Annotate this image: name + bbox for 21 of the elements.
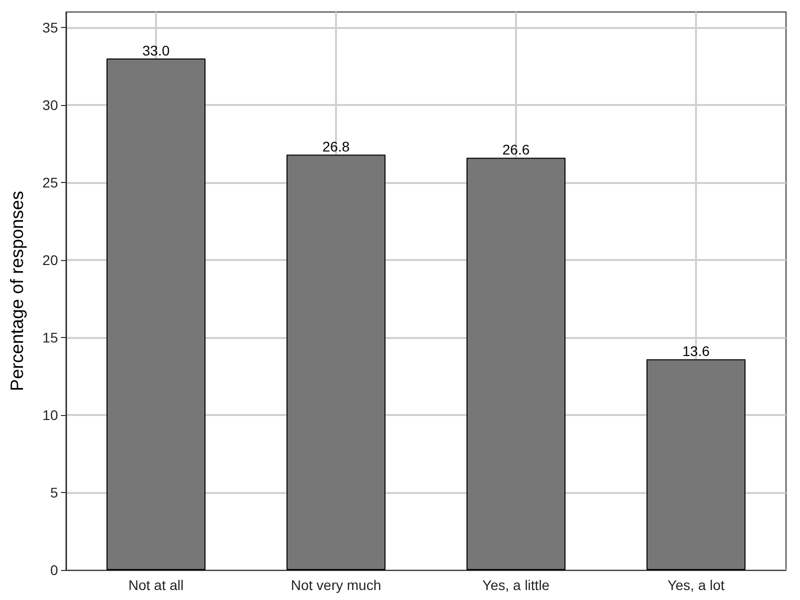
y-tick-label: 25 — [42, 174, 58, 190]
x-tick-label: Yes, a little — [482, 577, 550, 593]
data-label: 33.0 — [142, 42, 170, 58]
x-tick-label: Not at all — [128, 577, 184, 593]
y-tick-label: 35 — [42, 20, 58, 36]
y-tick-label: 10 — [42, 407, 58, 423]
y-tick-label: 0 — [50, 562, 58, 578]
y-tick-label: 20 — [42, 252, 58, 268]
bar — [646, 359, 746, 570]
x-tick-label: Yes, a lot — [667, 577, 725, 593]
data-label: 13.6 — [682, 343, 710, 360]
bar — [106, 58, 206, 570]
bar — [286, 154, 386, 570]
data-label: 26.6 — [502, 142, 530, 158]
y-tick-label: 15 — [42, 330, 58, 346]
y-tick-label: 30 — [42, 97, 58, 113]
y-tick-label: 5 — [50, 484, 58, 500]
x-tick-label: Not very much — [290, 577, 382, 593]
y-axis-title: Percentage of responses — [7, 190, 27, 392]
bar — [466, 158, 566, 570]
data-label: 26.8 — [322, 138, 350, 155]
